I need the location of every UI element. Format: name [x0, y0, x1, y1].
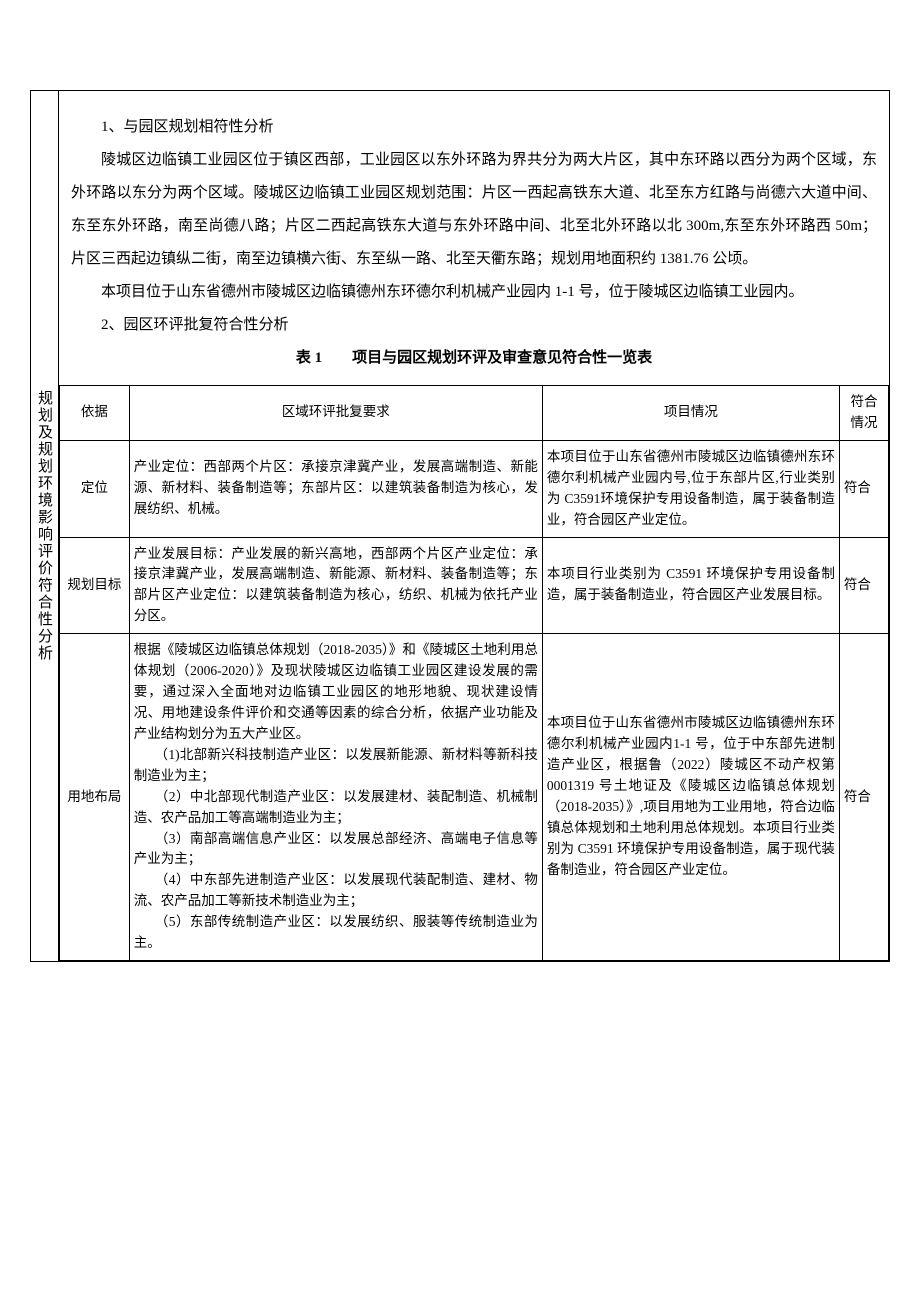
cell-res: 符合	[839, 537, 888, 634]
cell-basis: 规划目标	[60, 537, 130, 634]
cell-proj: 本项目位于山东省德州市陵城区边临镇德州东环德尔利机械产业园内号,位于东部片区,行…	[542, 440, 839, 537]
table-caption-title: 项目与园区规划环评及审查意见符合性一览表	[352, 350, 652, 366]
cell-res: 符合	[839, 634, 888, 961]
cell-proj: 本项目位于山东省德州市陵城区边临镇德州东环德尔利机械产业园内1-1 号，位于中东…	[542, 634, 839, 961]
side-heading-cell: 规划及规划环境影响评价符合性分析	[30, 91, 58, 962]
page-root: 规划及规划环境影响评价符合性分析 1、与园区规划相符性分析 陵城区边临镇工业园区…	[0, 0, 920, 1002]
table-row: 定位 产业定位：西部两个片区：承接京津冀产业，发展高端制造、新能源、新材料、装备…	[60, 440, 889, 537]
cell-res: 符合	[839, 440, 888, 537]
table-row: 规划目标 产业发展目标：产业发展的新兴高地，西部两个片区产业定位：承接京津冀产业…	[60, 537, 889, 634]
section2-title: 2、园区环评批复符合性分析	[71, 309, 877, 342]
table-row: 用地布局 根据《陵城区边临镇总体规划（2018-2035）》和《陵城区土地利用总…	[60, 634, 889, 961]
th-req: 区域环评批复要求	[129, 386, 542, 441]
cell-basis: 定位	[60, 440, 130, 537]
th-res: 符合情况	[839, 386, 888, 441]
side-heading-text: 规划及规划环境影响评价符合性分析	[34, 390, 55, 662]
cell-proj: 本项目行业类别为 C3591 环境保护专用设备制造，属于装备制造业，符合园区产业…	[542, 537, 839, 634]
cell-req: 产业定位：西部两个片区：承接京津冀产业，发展高端制造、新能源、新材料、装备制造等…	[129, 440, 542, 537]
compliance-table: 依据 区域环评批复要求 项目情况 符合情况 定位 产业定位：西部两个片区：承接京…	[59, 385, 889, 961]
cell-req: 根据《陵城区边临镇总体规划（2018-2035）》和《陵城区土地利用总体规划（2…	[129, 634, 542, 961]
main-column: 1、与园区规划相符性分析 陵城区边临镇工业园区位于镇区西部，工业园区以东外环路为…	[58, 91, 889, 962]
outer-frame: 规划及规划环境影响评价符合性分析 1、与园区规划相符性分析 陵城区边临镇工业园区…	[30, 90, 890, 962]
th-proj: 项目情况	[542, 386, 839, 441]
prose-block: 1、与园区规划相符性分析 陵城区边临镇工业园区位于镇区西部，工业园区以东外环路为…	[59, 91, 889, 385]
section1-title: 1、与园区规划相符性分析	[71, 111, 877, 144]
th-basis: 依据	[60, 386, 130, 441]
table-header-row: 依据 区域环评批复要求 项目情况 符合情况	[60, 386, 889, 441]
cell-basis: 用地布局	[60, 634, 130, 961]
paragraph-2: 本项目位于山东省德州市陵城区边临镇德州东环德尔利机械产业园内 1-1 号，位于陵…	[71, 276, 877, 309]
table-caption-label: 表 1	[296, 350, 322, 366]
paragraph-1: 陵城区边临镇工业园区位于镇区西部，工业园区以东外环路为界共分为两大片区，其中东环…	[71, 144, 877, 276]
cell-req: 产业发展目标：产业发展的新兴高地，西部两个片区产业定位：承接京津冀产业，发展高端…	[129, 537, 542, 634]
table-caption: 表 1 项目与园区规划环评及审查意见符合性一览表	[71, 342, 877, 375]
